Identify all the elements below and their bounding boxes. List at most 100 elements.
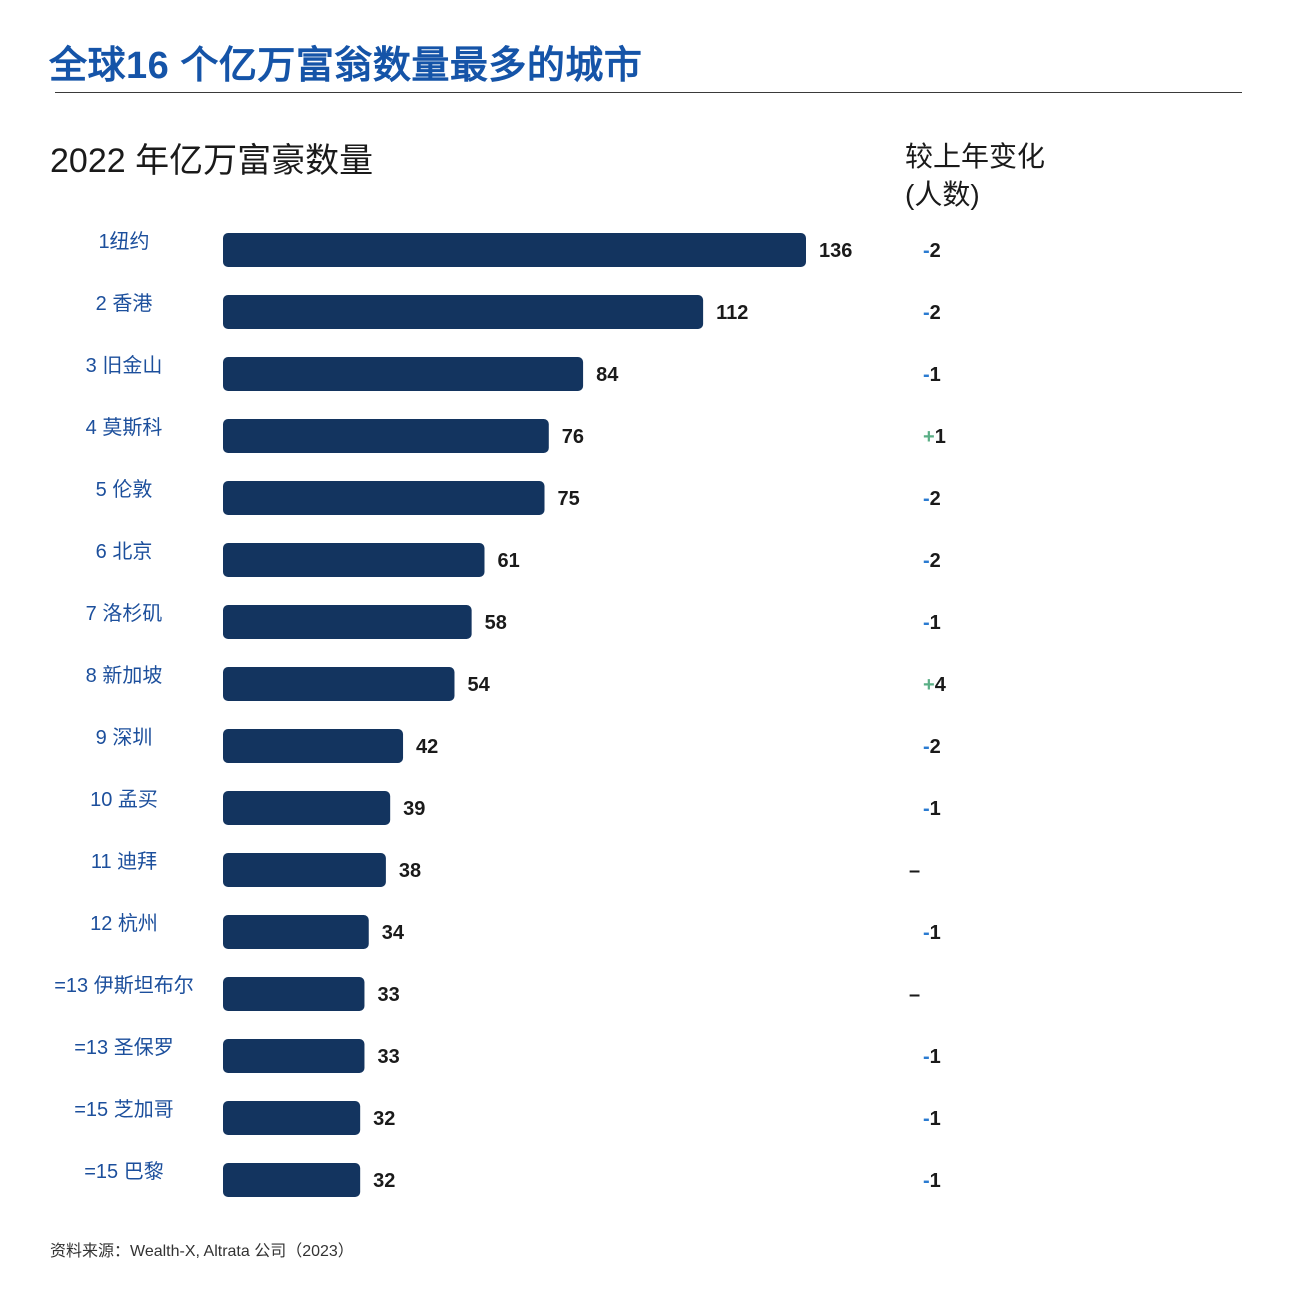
change-value: -2 — [923, 302, 941, 324]
bar — [223, 295, 704, 329]
city-label: 8 新加坡 — [86, 664, 163, 687]
change-number: 1 — [930, 922, 941, 944]
change-sign: - — [923, 1170, 930, 1192]
value-label: 34 — [382, 922, 405, 944]
change-sign: – — [909, 860, 920, 882]
change-sign: - — [923, 240, 930, 262]
value-label: 84 — [596, 364, 619, 386]
bar — [223, 543, 485, 577]
change-sign: - — [923, 364, 930, 386]
city-label: 10 孟买 — [90, 788, 158, 811]
change-number: 2 — [930, 736, 941, 758]
value-label: 76 — [562, 426, 584, 448]
city-label: =15 巴黎 — [84, 1160, 163, 1183]
change-value: -1 — [923, 1170, 941, 1192]
chart-title: 2022 年亿万富豪数量 — [50, 142, 374, 180]
value-label: 39 — [403, 798, 425, 820]
change-number: 4 — [935, 674, 947, 696]
change-sign: - — [923, 302, 930, 324]
change-value: -1 — [923, 612, 941, 634]
change-number: 1 — [935, 426, 946, 448]
change-value: – — [909, 860, 920, 882]
city-label: =15 芝加哥 — [74, 1098, 173, 1121]
change-value: -2 — [923, 488, 941, 510]
change-value: +1 — [923, 426, 946, 448]
page-title: 全球16 个亿万富翁数量最多的城市 — [49, 45, 643, 87]
change-value: -1 — [923, 922, 941, 944]
change-value: -2 — [923, 550, 941, 572]
change-sign: - — [923, 488, 930, 510]
change-number: 1 — [930, 1108, 941, 1130]
change-number: 1 — [930, 612, 941, 634]
value-label: 42 — [416, 736, 438, 758]
bar — [223, 357, 584, 391]
change-number: 1 — [930, 364, 941, 386]
change-sign: - — [923, 736, 930, 758]
change-number: 1 — [930, 1046, 941, 1068]
bar — [223, 1101, 361, 1135]
bar — [223, 233, 806, 267]
change-number: 1 — [930, 1170, 941, 1192]
bar — [223, 1163, 361, 1197]
change-header: 较上年变化 (人数) — [905, 138, 1045, 214]
change-sign: - — [923, 612, 930, 634]
bar — [223, 915, 369, 949]
value-label: 32 — [373, 1108, 395, 1130]
value-label: 54 — [467, 674, 490, 696]
change-header-line2: (人数) — [905, 179, 980, 210]
bar — [223, 791, 391, 825]
source-note: 资料来源：Wealth-X, Altrata 公司（2023） — [50, 1243, 354, 1260]
change-number: 2 — [930, 550, 941, 572]
change-sign: - — [923, 1108, 930, 1130]
city-label: 12 杭州 — [90, 912, 158, 935]
bar — [223, 605, 472, 639]
value-label: 61 — [497, 550, 519, 572]
value-label: 75 — [558, 488, 580, 510]
change-value: +4 — [923, 674, 947, 696]
city-label: 5 伦敦 — [96, 478, 153, 501]
change-sign: + — [923, 674, 935, 696]
city-label: 11 迪拜 — [91, 850, 157, 873]
change-sign: - — [923, 550, 930, 572]
change-sign: - — [923, 798, 930, 820]
value-label: 38 — [399, 860, 421, 882]
change-value: -2 — [923, 736, 941, 758]
change-sign: - — [923, 922, 930, 944]
change-value: -1 — [923, 798, 941, 820]
city-label: =13 伊斯坦布尔 — [54, 974, 193, 997]
change-value: -1 — [923, 1108, 941, 1130]
value-label: 136 — [819, 240, 852, 262]
change-number: 2 — [930, 240, 941, 262]
bar — [223, 853, 386, 887]
value-label: 112 — [716, 302, 748, 324]
city-label: 9 深圳 — [96, 726, 153, 749]
change-value: -1 — [923, 364, 941, 386]
city-label: 7 洛杉矶 — [86, 602, 163, 625]
bar — [223, 729, 404, 763]
change-number: 2 — [930, 488, 941, 510]
value-label: 33 — [377, 984, 399, 1006]
bar — [223, 667, 455, 701]
change-value: -1 — [923, 1046, 941, 1068]
city-label: =13 圣保罗 — [74, 1036, 173, 1059]
change-sign: - — [923, 1046, 930, 1068]
change-sign: + — [923, 426, 935, 448]
city-label: 2 香港 — [96, 292, 153, 315]
change-value: -2 — [923, 240, 941, 262]
change-header-line1: 较上年变化 — [905, 141, 1046, 172]
bar — [223, 977, 365, 1011]
change-value: – — [909, 984, 920, 1006]
city-label: 1纽约 — [98, 230, 149, 253]
value-label: 58 — [485, 612, 507, 634]
bar — [223, 419, 549, 453]
bar — [223, 1039, 365, 1073]
change-number: 1 — [930, 798, 941, 820]
change-number: 2 — [930, 302, 941, 324]
city-label: 3 旧金山 — [86, 354, 163, 377]
city-label: 4 莫斯科 — [86, 416, 163, 439]
city-label: 6 北京 — [96, 540, 153, 563]
title-divider — [55, 92, 1242, 93]
bar — [223, 481, 545, 515]
value-label: 32 — [373, 1170, 395, 1192]
